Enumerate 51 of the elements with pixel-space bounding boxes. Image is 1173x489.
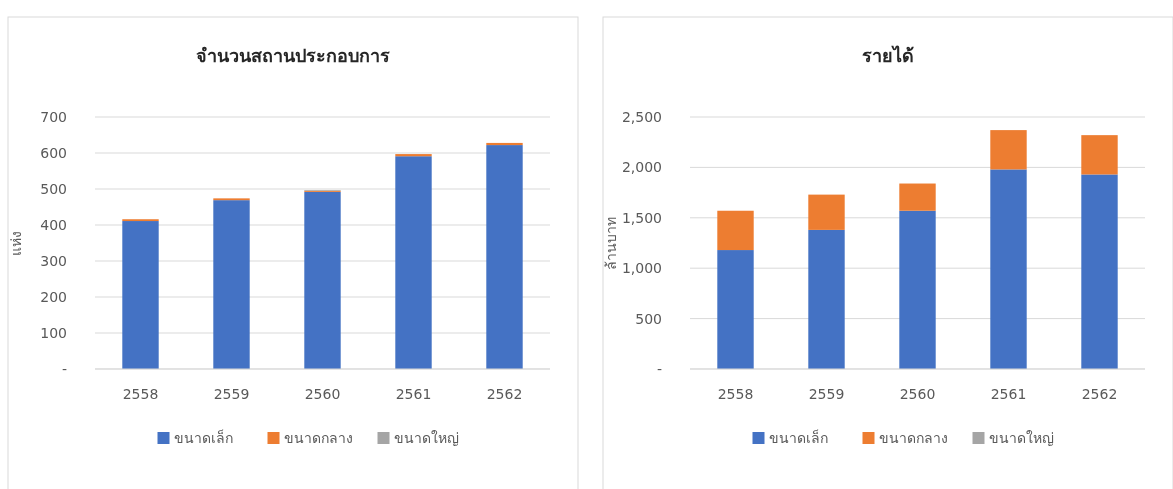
y-tick-label: 300: [40, 252, 67, 269]
bar: [395, 156, 432, 369]
x-tick-label: 2558: [122, 386, 159, 402]
bar: [304, 191, 341, 369]
x-tick-label: 2562: [486, 386, 523, 402]
bar: [395, 154, 432, 157]
y-tick-label: 100: [40, 324, 67, 341]
bar: [808, 229, 845, 369]
y-tick-label: -: [61, 360, 67, 377]
legend-label: ขนาดใหญ่: [393, 430, 459, 446]
y-tick-label: 200: [40, 288, 67, 305]
y-tick-label: 1,500: [621, 209, 662, 226]
bar: [1081, 135, 1118, 175]
chart-title: รายได้: [862, 45, 914, 66]
x-tick-label: 2559: [213, 386, 250, 402]
y-tick-label: 600: [40, 144, 67, 161]
x-tick-label: 2562: [1081, 386, 1118, 402]
bar: [808, 194, 845, 230]
bar: [717, 210, 754, 251]
x-tick-label: 2559: [808, 386, 845, 402]
y-tick-label: -: [656, 360, 662, 377]
bar: [899, 183, 936, 211]
y-tick-label: 1,000: [621, 260, 662, 277]
bar: [213, 200, 250, 369]
x-tick-label: 2561: [990, 386, 1027, 402]
bar: [486, 145, 523, 369]
bar: [990, 130, 1027, 170]
bar: [1081, 174, 1118, 369]
x-tick-label: 2560: [899, 386, 936, 402]
y-tick-label: 700: [40, 108, 67, 125]
bar: [486, 142, 523, 146]
x-tick-label: 2561: [395, 386, 432, 402]
y-tick-label: 500: [40, 180, 67, 197]
bar: [899, 210, 936, 369]
y-tick-label: 2,000: [621, 159, 662, 176]
chart-title: จำนวนสถานประกอบการ: [196, 45, 390, 66]
bar: [990, 169, 1027, 369]
legend-label: ขนาดเล็ก: [173, 429, 233, 446]
legend-label: ขนาดใหญ่: [988, 430, 1054, 446]
x-tick-label: 2560: [304, 386, 341, 402]
legend-label: ขนาดกลาง: [878, 430, 948, 446]
bar: [717, 250, 754, 369]
x-tick-label: 2558: [717, 386, 754, 402]
legend-label: ขนาดกลาง: [283, 430, 353, 446]
legend-label: ขนาดเล็ก: [768, 429, 828, 446]
y-tick-label: 2,500: [621, 108, 662, 125]
bar: [122, 221, 159, 369]
y-tick-label: 400: [40, 216, 67, 233]
y-axis-title: ล้านบาท: [603, 216, 619, 270]
y-axis-title: แห่ง: [8, 230, 24, 256]
y-tick-label: 500: [635, 310, 662, 327]
